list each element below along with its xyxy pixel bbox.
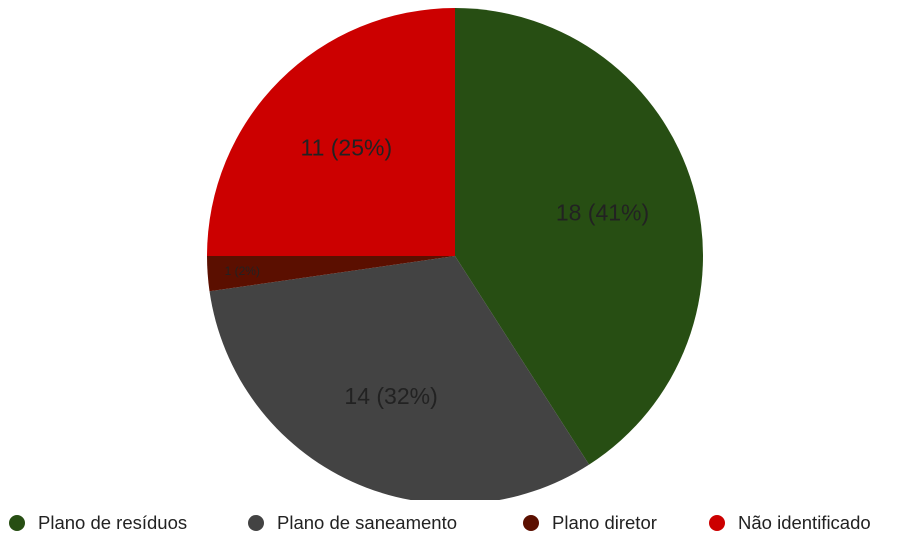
pie-slice-plano-de-residuos[interactable] — [455, 8, 703, 465]
pie-slices — [207, 8, 703, 500]
slice-label-plano-de-saneamento: 14 (32%) — [344, 383, 437, 409]
pie-slice-labels: 18 (41%) 14 (32%) 1 (2%) 11 (25%) — [225, 134, 650, 409]
slice-label-plano-diretor: 1 (2%) — [225, 264, 260, 278]
pie-slice-nao-identificado[interactable] — [207, 8, 455, 256]
legend-item-plano-de-residuos[interactable]: Plano de resíduos — [9, 508, 187, 537]
legend-label: Plano de resíduos — [38, 511, 188, 533]
pie-chart: 18 (41%) 14 (32%) 1 (2%) 11 (25%) — [207, 8, 703, 500]
pie-slice-plano-diretor[interactable] — [207, 256, 455, 292]
legend-swatch-icon — [523, 514, 539, 531]
legend-item-plano-diretor[interactable]: Plano diretor — [523, 508, 657, 537]
legend-label: Plano de saneamento — [277, 511, 457, 533]
chart-legend: Plano de resíduos Plano de saneamento Pl… — [0, 508, 897, 537]
slice-label-nao-identificado: 11 (25%) — [300, 134, 392, 160]
legend-swatch-icon — [9, 514, 25, 531]
pie-slice-plano-de-saneamento[interactable] — [209, 256, 590, 500]
legend-label: Plano diretor — [552, 511, 657, 533]
legend-swatch-icon — [248, 514, 264, 531]
legend-item-nao-identificado[interactable]: Não identificado — [709, 508, 871, 537]
legend-label: Não identificado — [738, 511, 871, 533]
legend-item-plano-de-saneamento[interactable]: Plano de saneamento — [248, 508, 457, 537]
legend-swatch-icon — [709, 514, 725, 531]
slice-label-plano-de-residuos: 18 (41%) — [556, 200, 649, 226]
